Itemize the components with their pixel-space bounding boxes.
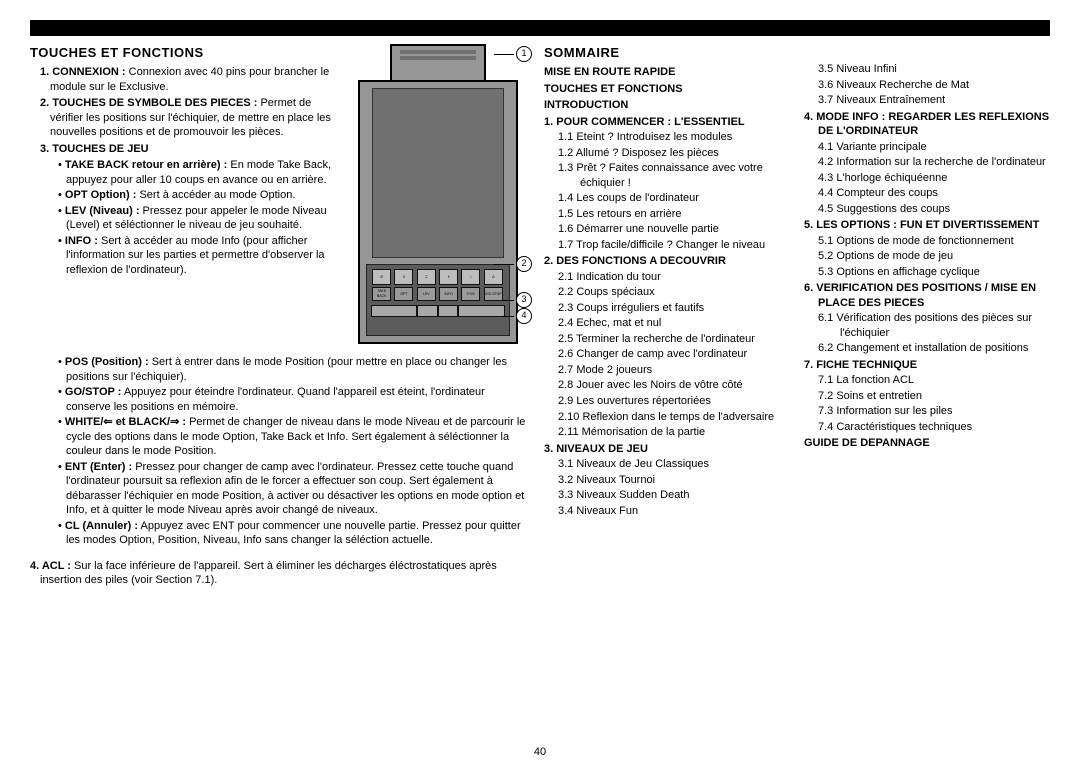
toc-item: 2.7 Mode 2 joueurs [558, 363, 790, 378]
toc-item: 1.5 Les retours en arrière [558, 207, 790, 222]
sommaire: SOMMAIRE MISE EN ROUTE RAPIDE TOUCHES ET … [544, 44, 1050, 588]
toc-item: 4.3 L'horloge échiquéenne [818, 171, 1050, 186]
toc-item: 2.6 Changer de camp avec l'ordinateur [558, 347, 790, 362]
toc-heading: 6. VERIFICATION DES POSITIONS / MISE EN … [818, 281, 1050, 310]
black-key [458, 305, 504, 317]
toc-item: 3.4 Niveaux Fun [558, 504, 790, 519]
piece-key: ♕ [394, 269, 413, 285]
toc-item: 2.11 Mémorisation de la partie [558, 425, 790, 440]
toc-item: 2.8 Jouer avec les Noirs de vôtre côté [558, 378, 790, 393]
sub-item: • GO/STOP : Appuyez pour éteindre l'ordi… [58, 385, 530, 414]
device-illustration: ♔♕♖♗♘♙ TAKE BACKOPTLEVINFOPOSGO/ STOP [345, 44, 530, 344]
toc-item: 7.2 Soins et entretien [818, 389, 1050, 404]
toc-item: 5.3 Options en affichage cyclique [818, 265, 1050, 280]
function-key: OPT [394, 287, 413, 301]
toc-item: 5.1 Options de mode de fonctionnement [818, 234, 1050, 249]
callout-1: 1 [494, 46, 532, 62]
toc-item: 2.3 Coups irréguliers et fautifs [558, 301, 790, 316]
sub-item: • POS (Position) : Sert à entrer dans le… [58, 355, 530, 384]
sub-item: • LEV (Niveau) : Pressez pour appeler le… [58, 204, 345, 233]
toc-item: 2.9 Les ouvertures répertoriées [558, 394, 790, 409]
list-item: 2. TOUCHES DE SYMBOLE DES PIECES : Perme… [40, 96, 345, 140]
toc-item: 4.1 Variante principale [818, 140, 1050, 155]
toc-heading: 5. LES OPTIONS : FUN ET DIVERTISSEMENT [818, 218, 1050, 233]
toc-item: 1.1 Eteint ? Introduisez les modules [558, 130, 790, 145]
sub-item: • TAKE BACK retour en arrière) : En mode… [58, 158, 345, 187]
toc-heading: 7. FICHE TECHNIQUE [818, 358, 1050, 373]
toc-item: 3.6 Niveaux Recherche de Mat [818, 78, 1050, 93]
function-key: GO/ STOP [484, 287, 503, 301]
content: TOUCHES ET FONCTIONS 1. CONNEXION : Conn… [30, 44, 1050, 588]
sub-item: • CL (Annuler) : Appuyez avec ENT pour c… [58, 519, 530, 548]
toc-item: 2.1 Indication du tour [558, 270, 790, 285]
ent-key [417, 305, 438, 317]
toc-heading: 4. MODE INFO : REGARDER LES REFLEXIONS D… [818, 110, 1050, 139]
toc-item: 3.2 Niveaux Tournoi [558, 473, 790, 488]
cl-key [438, 305, 459, 317]
toc-item: 4.5 Suggestions des coups [818, 202, 1050, 217]
top-bar [30, 20, 1050, 36]
piece-key: ♔ [372, 269, 391, 285]
function-key: LEV [417, 287, 436, 301]
callout-2: 2 [494, 256, 532, 272]
toc-heading: GUIDE DE DEPANNAGE [818, 436, 1050, 451]
toc-item: 7.3 Information sur les piles [818, 404, 1050, 419]
heading-sommaire: SOMMAIRE [544, 44, 790, 61]
toc-item: 1.6 Démarrer une nouvelle partie [558, 222, 790, 237]
left-column: TOUCHES ET FONCTIONS 1. CONNEXION : Conn… [30, 44, 530, 588]
page-number: 40 [0, 746, 1080, 758]
toc-item: 1.3 Prêt ? Faites connaissance avec votr… [558, 161, 790, 190]
toc-item: 7.4 Caractéristiques techniques [818, 420, 1050, 435]
toc-heading: 2. DES FONCTIONS A DECOUVRIR [558, 254, 790, 269]
toc-item: 2.4 Echec, mat et nul [558, 316, 790, 331]
toc-heading: MISE EN ROUTE RAPIDE [558, 65, 790, 80]
sub-item: • INFO : Sert à accéder au mode Info (po… [58, 234, 345, 278]
callout-3: 3 [502, 292, 532, 308]
toc-col-1: MISE EN ROUTE RAPIDE TOUCHES ET FONCTIONS… [544, 65, 790, 518]
piece-key: ♗ [439, 269, 458, 285]
toc-item: 3.5 Niveau Infini [818, 62, 1050, 77]
toc-item: 2.2 Coups spéciaux [558, 285, 790, 300]
toc-item: 1.4 Les coups de l'ordinateur [558, 191, 790, 206]
piece-key: ♖ [417, 269, 436, 285]
white-key [371, 305, 417, 317]
function-key: POS [461, 287, 480, 301]
toc-item: 3.1 Niveaux de Jeu Classiques [558, 457, 790, 472]
toc-heading: TOUCHES ET FONCTIONS [558, 82, 790, 97]
toc-item: 2.10 Reflexion dans le temps de l'advers… [558, 410, 790, 425]
callout-4: 4 [502, 308, 532, 324]
sub-item: • OPT Option) : Sert à accéder au mode O… [58, 188, 345, 203]
toc-heading: INTRODUCTION [558, 98, 790, 113]
list-item: 1. CONNEXION : Connexion avec 40 pins po… [40, 65, 345, 94]
toc-item: 4.4 Compteur des coups [818, 186, 1050, 201]
sub-item: • WHITE/⇐ et BLACK/⇒ : Permet de changer… [58, 415, 530, 459]
toc-heading: 1. POUR COMMENCER : L'ESSENTIEL [558, 115, 790, 130]
sub-item: • ENT (Enter) : Pressez pour changer de … [58, 460, 530, 518]
touches-list-continued: • POS (Position) : Sert à entrer dans le… [30, 355, 530, 588]
toc-heading: 3. NIVEAUX DE JEU [558, 442, 790, 457]
list-item: 3. TOUCHES DE JEU [40, 142, 345, 157]
toc-item: 6.2 Changement et installation de positi… [818, 341, 1050, 356]
toc-item: 7.1 La fonction ACL [818, 373, 1050, 388]
touches-list: 1. CONNEXION : Connexion avec 40 pins po… [30, 65, 345, 277]
manual-page: TOUCHES ET FONCTIONS 1. CONNEXION : Conn… [0, 0, 1080, 762]
toc-item: 3.3 Niveaux Sudden Death [558, 488, 790, 503]
list-item: 4. ACL : Sur la face inférieure de l'app… [30, 559, 530, 588]
toc-item: 2.5 Terminer la recherche de l'ordinateu… [558, 332, 790, 347]
function-key: TAKE BACK [372, 287, 391, 301]
function-key: INFO [439, 287, 458, 301]
toc-item: 5.2 Options de mode de jeu [818, 249, 1050, 264]
piece-key: ♘ [461, 269, 480, 285]
toc-item: 6.1 Vérification des positions des pièce… [818, 311, 1050, 340]
toc-item: 3.7 Niveaux Entraînement [818, 93, 1050, 108]
toc-col-2: 3.5 Niveau Infini3.6 Niveaux Recherche d… [804, 62, 1050, 451]
toc-item: 4.2 Information sur la recherche de l'or… [818, 155, 1050, 170]
toc-item: 1.7 Trop facile/difficile ? Changer le n… [558, 238, 790, 253]
heading-touches: TOUCHES ET FONCTIONS [30, 44, 345, 61]
toc-item: 1.2 Allumé ? Disposez les pièces [558, 146, 790, 161]
